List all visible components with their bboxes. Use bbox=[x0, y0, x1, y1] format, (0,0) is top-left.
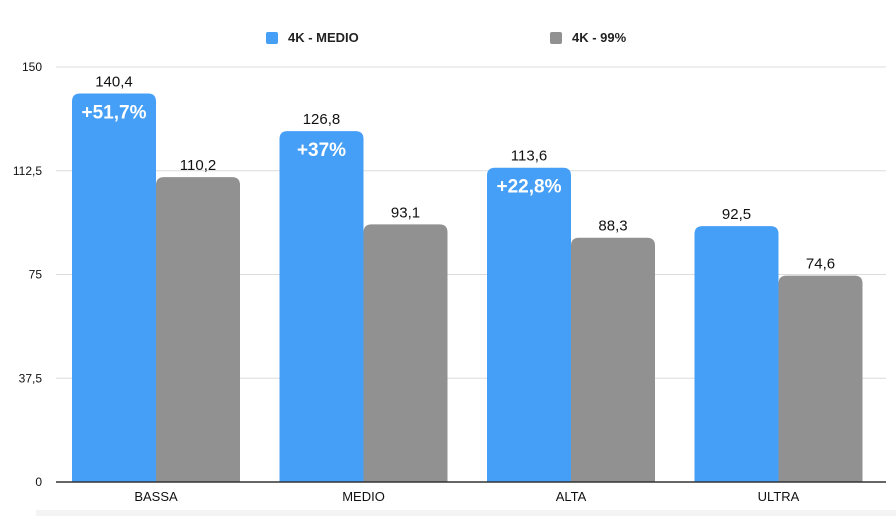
legend: 4K - MEDIO 4K - 99% bbox=[0, 30, 896, 50]
x-tick-label: MEDIO bbox=[342, 489, 385, 504]
data-label: 74,6 bbox=[806, 256, 835, 273]
percent-badge: +22,8% bbox=[497, 177, 562, 198]
data-label: 126,8 bbox=[303, 111, 341, 128]
bar bbox=[778, 275, 863, 482]
y-tick-label: 150 bbox=[22, 60, 42, 74]
percent-badge: +51,7% bbox=[82, 103, 147, 124]
data-label: 110,2 bbox=[180, 157, 216, 174]
y-tick-label: 112,5 bbox=[13, 164, 42, 178]
x-tick-label: ULTRA bbox=[758, 489, 800, 504]
bar bbox=[279, 131, 364, 483]
data-label: 140,4 bbox=[95, 74, 133, 91]
legend-label-4k-medio: 4K - MEDIO bbox=[288, 30, 359, 45]
bar bbox=[156, 177, 240, 482]
bar bbox=[487, 167, 571, 482]
legend-label-4k-99: 4K - 99% bbox=[572, 30, 627, 45]
bar bbox=[571, 237, 655, 482]
data-label: 92,5 bbox=[722, 206, 751, 223]
legend-item-4k-99: 4K - 99% bbox=[550, 30, 626, 45]
data-label: 113,6 bbox=[511, 148, 547, 165]
x-tick-label: ALTA bbox=[556, 489, 587, 504]
legend-item-4k-medio: 4K - MEDIO bbox=[266, 30, 359, 45]
legend-swatch-4k-99 bbox=[550, 31, 562, 44]
bar bbox=[363, 224, 448, 482]
bar bbox=[694, 226, 779, 482]
y-tick-label: 75 bbox=[29, 268, 43, 282]
legend-swatch-4k-medio bbox=[266, 31, 278, 44]
percent-badge: +37% bbox=[297, 140, 346, 161]
data-label: 88,3 bbox=[598, 218, 627, 235]
data-label: 93,1 bbox=[391, 204, 420, 221]
bar bbox=[72, 93, 156, 482]
bottom-strip bbox=[36, 510, 896, 516]
x-tick-label: BASSA bbox=[134, 489, 178, 504]
y-tick-label: 37,5 bbox=[19, 371, 43, 385]
y-tick-label: 0 bbox=[35, 475, 42, 489]
